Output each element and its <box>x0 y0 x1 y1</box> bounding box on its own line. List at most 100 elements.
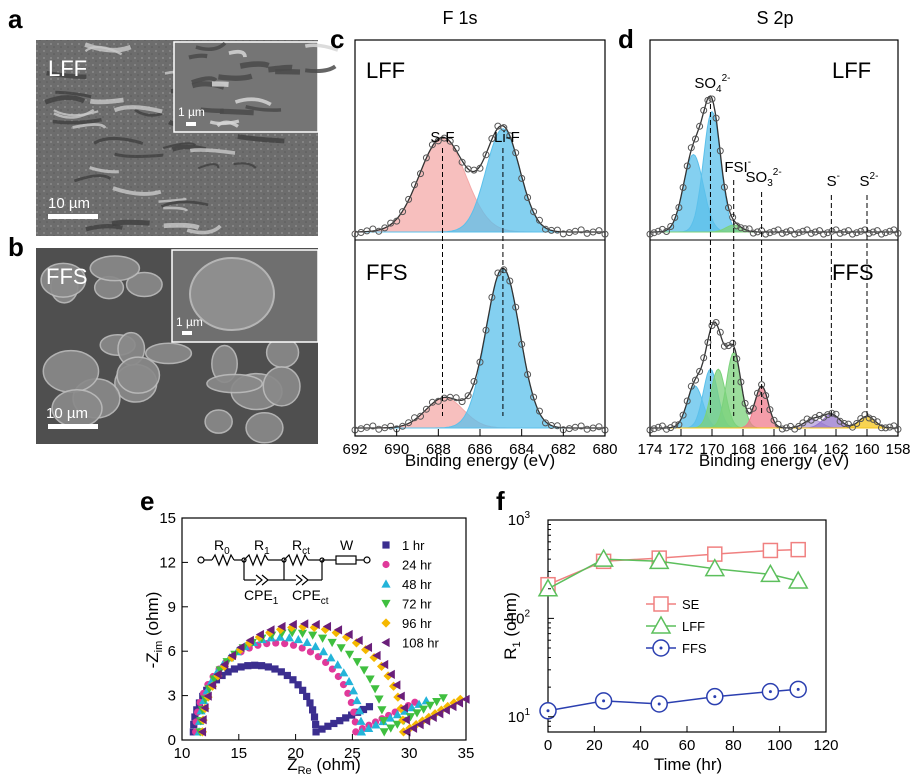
circuit-cpect: CPEct <box>292 587 329 607</box>
c-ffs-datapoint <box>452 394 460 402</box>
sem-fiber <box>218 73 253 81</box>
c-lff-datapoint <box>405 195 413 203</box>
sem-fiber <box>234 97 272 107</box>
d-lff-datapoint <box>692 135 699 143</box>
e-point-72hr <box>344 650 355 659</box>
c-lff-datapoint <box>387 219 395 227</box>
peak-main: SO <box>746 169 768 186</box>
peak-main: S <box>827 173 837 190</box>
c-lff-datapoint <box>417 170 424 178</box>
sem-fiber <box>93 136 144 145</box>
e-tail-72hr <box>392 720 402 729</box>
e-tail-96hr <box>449 698 459 708</box>
c-lff-datapoint <box>506 132 514 140</box>
sem-image-lff <box>36 40 339 236</box>
scale-bar-a <box>48 214 98 219</box>
e-point-96hr <box>388 681 399 691</box>
d-lff-datapoint <box>811 228 819 236</box>
f-line-SE <box>547 548 799 586</box>
f-line-LFF <box>547 558 799 590</box>
panel-d-plot <box>646 95 902 434</box>
sem-fiber <box>228 49 247 58</box>
circuit-w: W <box>340 537 354 553</box>
d-lff-datapoint <box>832 226 840 234</box>
sem-image-ffs <box>36 248 319 444</box>
e-tail-1hr <box>365 703 374 711</box>
f-legend-marker-0 <box>653 596 669 612</box>
c-lff-datapoint <box>601 230 609 238</box>
e-point-96hr <box>287 622 297 633</box>
d-lff-datapoint <box>700 106 708 114</box>
c-xtick-label: 688 <box>426 441 451 458</box>
d-ffs-datapoint <box>700 354 708 362</box>
c-lff-datapoint <box>452 145 460 152</box>
c-ffs-component-1 <box>355 267 605 429</box>
d-ffs-datapoint <box>683 397 691 405</box>
e-point-48hr <box>293 634 303 644</box>
sem-fiber <box>73 174 112 183</box>
e-point-1hr <box>230 665 239 673</box>
e-point-108hr <box>200 703 209 713</box>
f-point-SE <box>790 541 806 558</box>
marker-dot <box>657 702 661 706</box>
e-point-48hr <box>348 686 359 695</box>
c-lff-datapoint <box>363 227 371 235</box>
scale-bar-b <box>48 424 98 429</box>
e-point-108hr <box>401 715 410 725</box>
d-lff-datapoint <box>820 230 828 238</box>
e-point-48hr <box>333 660 343 669</box>
f-ytick-exp: 2 <box>524 608 530 619</box>
e-tail-72hr <box>425 701 435 710</box>
scale-label-a: 10 µm <box>48 195 90 212</box>
panel-d-peak-labels: SO42-FSI-SO32-S- S2- <box>694 73 878 190</box>
e-point-108hr <box>236 642 245 652</box>
c-lff-datapoint <box>411 181 418 189</box>
e-point-1hr <box>257 662 266 670</box>
f-xtick-label: 120 <box>813 737 838 754</box>
d-lff-datapoint <box>712 114 720 122</box>
sem-fiber <box>237 134 285 144</box>
f-ytick-exp: 1 <box>524 707 530 718</box>
c-ffs-datapoint <box>542 419 549 427</box>
sem-fiber <box>89 166 119 174</box>
f-point-SE <box>762 542 779 559</box>
d-ffs-datapoint <box>650 425 658 433</box>
e-point-108hr <box>380 659 389 670</box>
f-ytick-base: 10 <box>508 610 525 627</box>
d-ffs-datapoint <box>766 406 774 414</box>
d-peak-label-4: S2- <box>860 171 879 190</box>
c-ffs-datapoint <box>512 303 520 311</box>
panel-f-plot <box>537 541 809 720</box>
sem-fiber <box>160 200 209 208</box>
d-lff-datapoint <box>770 227 778 235</box>
f-point-LFF <box>593 548 614 567</box>
d-ffs-datapoint <box>696 367 704 375</box>
d-lff-datapoint <box>696 122 704 130</box>
d-lff-datapoint <box>754 228 761 236</box>
c-ffs-datapoint <box>488 293 496 301</box>
e-point-1hr <box>309 706 317 714</box>
d-lff-datapoint <box>894 229 902 237</box>
d-ffs-datapoint <box>853 420 861 427</box>
c-lff-datapoint <box>512 149 520 157</box>
c-lff-datapoint <box>577 226 585 234</box>
peak-main: FSI <box>724 159 747 176</box>
d-lff-datapoint <box>778 229 786 237</box>
e-ytick-label: 9 <box>168 599 176 616</box>
e-legend-marker-0 <box>382 541 390 549</box>
d-lff-datapoint <box>663 228 670 235</box>
panel-c-peak-labels: S-F Li-F <box>430 129 519 146</box>
d-lff-datapoint <box>795 229 803 237</box>
sem-particle <box>42 349 100 393</box>
e-tail-96hr <box>436 705 446 715</box>
e-point-72hr <box>287 629 297 638</box>
d-lff-datapoint <box>716 147 724 155</box>
c-ffs-datapoint <box>417 412 424 420</box>
e-point-108hr <box>213 669 222 679</box>
e-legend-marker-5 <box>381 637 390 648</box>
sem-fiber <box>52 118 102 125</box>
e-point-1hr <box>283 671 291 680</box>
c-lff-component-1 <box>355 128 605 233</box>
e-xtick-label: 15 <box>230 745 247 762</box>
d-lff-envelope <box>650 95 898 233</box>
